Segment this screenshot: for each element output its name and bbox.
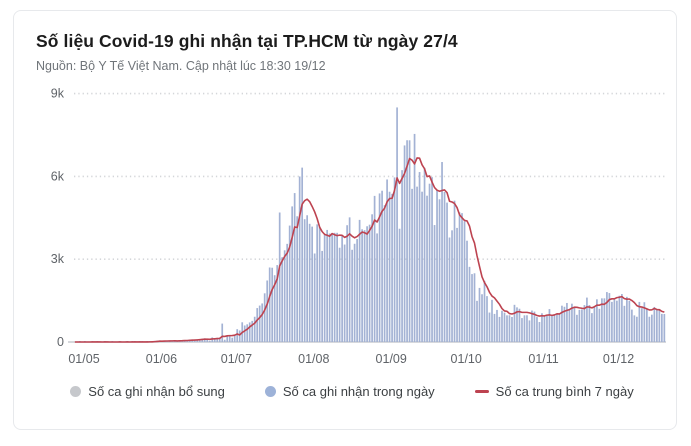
legend-label-daily: Số ca ghi nhận trong ngày: [282, 384, 435, 399]
legend-label-average: Số ca trung bình 7 ngày: [495, 384, 634, 399]
chart-legend: Số ca ghi nhận bổ sung Số ca ghi nhận tr…: [36, 384, 668, 399]
legend-item-supplementary[interactable]: Số ca ghi nhận bổ sung: [70, 384, 225, 399]
red-dash-icon: [474, 390, 489, 393]
x-axis-label: 01/09: [376, 352, 407, 366]
x-axis-label: 01/07: [221, 352, 252, 366]
covid-stats-card: Số liệu Covid-19 ghi nhận tại TP.HCM từ …: [13, 10, 677, 430]
x-axis-label: 01/11: [528, 352, 558, 366]
covid-chart: 0 3k 6k 9k 01/05 01/06 01/07 01/08 01/09 01/10 01/…: [36, 83, 670, 375]
legend-label-supplementary: Số ca ghi nhận bổ sung: [88, 384, 225, 399]
legend-item-average[interactable]: Số ca trung bình 7 ngày: [474, 384, 634, 399]
seven-day-average-line: [74, 157, 665, 343]
x-axis-label: 01/05: [68, 352, 99, 366]
page-title: Số liệu Covid-19 ghi nhận tại TP.HCM từ …: [36, 31, 458, 51]
gray-circle-icon: [70, 386, 82, 397]
chart-plot-area[interactable]: 0 3k 6k 9k 01/05 01/06 01/07 01/08 01/09 01/10 01/…: [36, 83, 670, 375]
y-axis-label: 3k: [51, 252, 65, 266]
x-axis-label: 01/12: [603, 352, 634, 366]
y-axis-label: 6k: [51, 169, 65, 183]
x-axis-label: 01/06: [146, 352, 177, 366]
source-line: Nguồn: Bộ Y Tế Việt Nam. Cập nhật lúc 18…: [36, 59, 326, 73]
blue-circle-icon: [264, 386, 276, 397]
x-axis-label: 01/10: [451, 352, 482, 366]
legend-item-daily[interactable]: Số ca ghi nhận trong ngày: [264, 384, 435, 399]
x-axis-label: 01/08: [298, 352, 329, 366]
y-axis-label: 9k: [51, 87, 65, 101]
y-axis-label: 0: [57, 335, 64, 349]
